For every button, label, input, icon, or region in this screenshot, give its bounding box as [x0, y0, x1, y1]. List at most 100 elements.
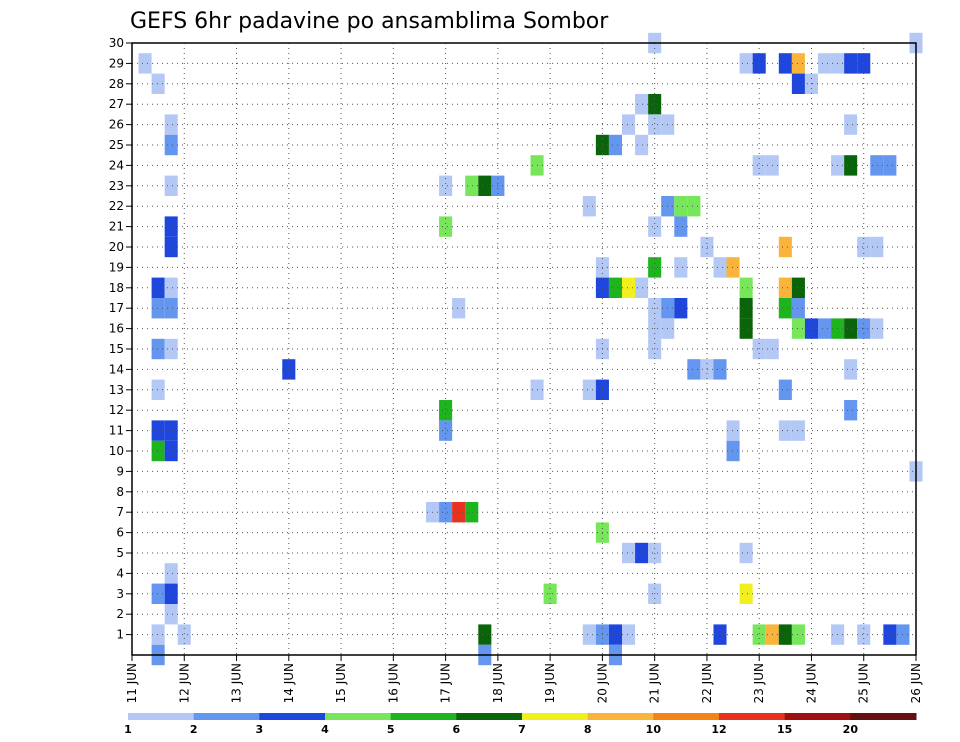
y-tick-label: 17 — [109, 301, 124, 315]
heatmap-cell — [622, 277, 636, 298]
heatmap-cell — [582, 379, 596, 400]
x-tick-label: 18 JUN — [491, 663, 505, 703]
heatmap-cell — [713, 257, 727, 278]
colorbar-segment — [784, 713, 851, 720]
heatmap-cell — [844, 53, 858, 74]
plot-frame — [131, 42, 917, 656]
x-tick-label: 23 JUN — [752, 663, 766, 703]
heatmap-cell — [648, 114, 662, 135]
heatmap-cell — [164, 114, 178, 135]
heatmap-cell — [883, 624, 897, 645]
heatmap-cell — [648, 94, 662, 115]
colorbar-label: 20 — [843, 723, 859, 736]
heatmap-cell — [465, 175, 479, 196]
heatmap-cell — [739, 583, 753, 604]
heatmap-cell — [439, 216, 453, 237]
plot-border — [131, 42, 917, 656]
x-tick-label: 26 JUN — [909, 663, 923, 703]
heatmap-cell — [164, 298, 178, 319]
colorbar-segment — [587, 713, 654, 720]
y-tick-label: 6 — [116, 526, 124, 540]
x-tick-label: 24 JUN — [804, 663, 818, 703]
heatmap-cell — [439, 502, 453, 523]
y-tick-label: 16 — [109, 322, 124, 336]
y-tick-label: 28 — [109, 77, 124, 91]
heatmap-cell — [452, 502, 466, 523]
y-tick-label: 13 — [109, 383, 124, 397]
heatmap-cell — [778, 298, 792, 319]
heatmap-cell — [791, 73, 805, 94]
colorbar-label: 15 — [777, 723, 792, 736]
heatmap-cell — [164, 134, 178, 156]
heatmap-cell — [164, 236, 178, 258]
heatmap-cell — [687, 359, 701, 380]
heatmap-cell — [700, 359, 714, 380]
heatmap-cell — [739, 53, 753, 74]
colorbar-segment — [325, 713, 392, 720]
heatmap-cell — [687, 196, 701, 217]
colorbar-segment — [390, 713, 457, 720]
heatmap-cell — [870, 236, 884, 258]
colorbar-label: 3 — [256, 723, 264, 736]
heatmap-cell — [778, 420, 792, 441]
heatmap-cell — [151, 440, 165, 462]
y-tick-label: 15 — [109, 342, 124, 356]
y-tick-label: 5 — [116, 546, 124, 560]
y-tick-label: 25 — [109, 138, 124, 152]
heatmap-cell — [870, 318, 884, 339]
heatmap-cell — [818, 318, 832, 339]
x-axis-ticks: 11 JUN 12 JUN 13 JUN 14 JUN 15 JUN 16 JUN 17 J… — [125, 655, 923, 703]
heatmap-cell — [791, 624, 805, 645]
colorbar-legend: 1 2 3 4 5 6 7 8 10 12 15 20 — [124, 713, 917, 736]
heatmap-cell — [608, 277, 622, 298]
heatmap-cell — [151, 338, 165, 360]
colorbar-label: 10 — [646, 723, 662, 736]
colorbar-label: 8 — [584, 723, 592, 736]
heatmap-cell — [151, 379, 165, 400]
heatmap-cell — [439, 420, 453, 441]
heatmap-cell — [844, 155, 858, 176]
y-tick-label: 30 — [109, 36, 124, 50]
x-tick-label: 12 JUN — [177, 663, 191, 703]
heatmap-cell — [883, 155, 897, 176]
y-tick-label: 7 — [116, 505, 124, 519]
heatmap-cell — [791, 298, 805, 319]
y-tick-label: 29 — [109, 56, 124, 70]
y-tick-label: 2 — [116, 607, 124, 621]
heatmap-cell — [478, 624, 492, 645]
y-axis-ticks: 1234567891011121314151617181920212223242… — [109, 36, 132, 642]
heatmap-cell — [739, 277, 753, 298]
colorbar-label: 2 — [190, 723, 198, 736]
colorbar-label: 5 — [387, 723, 395, 736]
x-tick-label: 15 JUN — [334, 663, 348, 703]
heatmap-cell — [164, 338, 178, 360]
heatmap-cell — [582, 624, 596, 645]
heatmap-cell — [635, 542, 649, 564]
heatmap-cell — [151, 277, 165, 298]
heatmap-cell — [582, 196, 596, 217]
y-tick-label: 12 — [109, 403, 124, 417]
heatmap-cell — [635, 134, 649, 156]
heatmap-cell — [726, 257, 740, 278]
x-tick-label: 21 JUN — [648, 663, 662, 703]
heatmap-cell — [151, 73, 165, 94]
colorbar-segment — [719, 713, 786, 720]
y-tick-label: 4 — [116, 566, 124, 580]
y-tick-label: 14 — [109, 362, 124, 376]
y-tick-label: 26 — [109, 118, 124, 132]
heatmap-cell — [674, 257, 688, 278]
heatmap-cell — [713, 359, 727, 380]
y-tick-label: 18 — [109, 281, 124, 295]
y-tick-label: 21 — [109, 220, 124, 234]
heatmap-cell — [857, 624, 871, 645]
heatmap-cell — [818, 53, 832, 74]
x-tick-label: 14 JUN — [282, 663, 296, 703]
heatmap-cell — [778, 236, 792, 258]
heatmap-cell — [844, 114, 858, 135]
x-tick-label: 20 JUN — [595, 663, 609, 703]
heatmap-cell — [739, 542, 753, 564]
y-tick-label: 27 — [109, 97, 124, 111]
heatmap-cell — [439, 400, 453, 421]
heatmap-cell — [635, 94, 649, 115]
colorbar-label: 12 — [711, 723, 726, 736]
